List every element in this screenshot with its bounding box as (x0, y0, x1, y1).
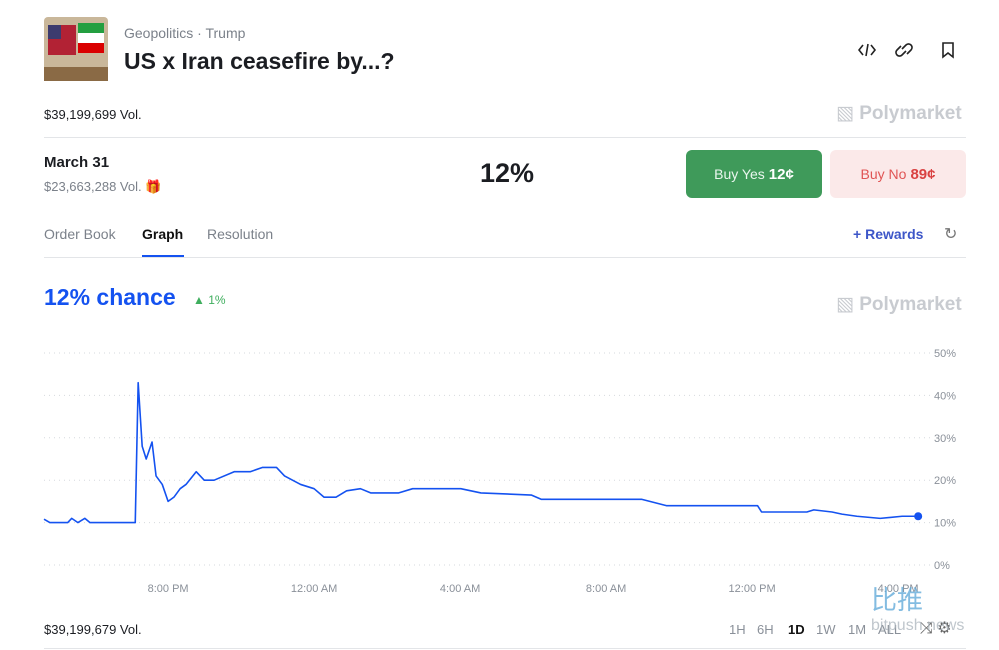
y-tick-label: 30% (934, 433, 956, 445)
total-volume: $39,199,699 Vol. (44, 107, 142, 122)
x-tick-label: 4:00 AM (440, 583, 480, 595)
rewards-link[interactable]: + Rewards (853, 226, 924, 242)
outcome-probability: 12% (480, 158, 535, 188)
outcome-volume: $23,663,288 Vol. (44, 179, 142, 194)
tag[interactable]: Trump (205, 25, 246, 41)
brand: ▧ Polymarket (836, 103, 962, 124)
chart-settings[interactable]: ⤨ ⚙ (920, 620, 952, 637)
y-tick-label: 10% (934, 518, 956, 530)
x-tick-label: 12:00 AM (291, 583, 337, 595)
y-tick-label: 20% (934, 475, 956, 487)
buy-no-label: Buy No (860, 166, 907, 182)
y-tick-label: 40% (934, 390, 956, 402)
range-button[interactable]: ALL (878, 622, 902, 637)
gift-icon[interactable]: 🎁 (145, 179, 162, 194)
range-button[interactable]: 1H (729, 622, 746, 637)
brand-text: Polymarket (859, 103, 962, 124)
range-button[interactable]: 1W (816, 622, 836, 637)
watermark: 比推 bitpush.news (803, 580, 964, 635)
link-icon[interactable] (895, 43, 913, 57)
embed-icon[interactable] (858, 43, 877, 57)
outcome-date: March 31 (44, 154, 110, 171)
x-tick-label: 8:00 AM (586, 583, 626, 595)
footer-volume: $39,199,679 Vol. (44, 622, 142, 637)
change: ▲ 1% (193, 293, 226, 307)
market-title: US x Iran ceasefire by...? (124, 48, 395, 74)
tab-underline (142, 255, 184, 257)
header-icons (858, 42, 954, 59)
refresh-icon[interactable]: ↻ (944, 226, 958, 243)
divider (44, 257, 966, 258)
brand-text: Polymarket (859, 294, 962, 315)
buy-no-price: 89¢ (910, 165, 936, 183)
y-tick-label: 0% (934, 560, 950, 572)
buy-yes-label: Buy Yes (714, 166, 765, 182)
tab[interactable]: Order Book (44, 226, 116, 242)
buy-yes-button[interactable]: Buy Yes 12¢ (686, 150, 822, 198)
x-tick-label: 12:00 PM (729, 583, 776, 595)
range-button[interactable]: 1M (848, 622, 867, 637)
range-button-active[interactable]: 1D (788, 622, 805, 637)
rewards-text: Rewards (865, 226, 924, 242)
buy-no-button[interactable]: Buy No 89¢ (830, 150, 966, 198)
market-image (44, 17, 108, 81)
chart: 0% 10% 20% 30% 40% 50% 8:00 PM 12:00 AM 4:00 AM 8… (43, 348, 956, 595)
x-tick-label: 4:00 PM (878, 583, 919, 595)
buy-yes-price: 12¢ (768, 165, 794, 183)
chance: 12% chance (44, 284, 176, 310)
tab-active[interactable]: Graph (142, 226, 184, 242)
y-tick-label: 50% (934, 348, 956, 360)
brand: ▧ Polymarket (836, 294, 962, 315)
divider (44, 648, 966, 649)
tab[interactable]: Resolution (207, 226, 274, 242)
divider (44, 137, 966, 138)
watermark-site: bitpush.news (871, 617, 965, 634)
line (43, 381, 919, 524)
range-button[interactable]: 6H (757, 622, 774, 637)
x-tick-label: 8:00 PM (148, 583, 189, 595)
category[interactable]: Geopolitics (124, 25, 194, 41)
change-value: 1% (208, 293, 226, 307)
watermark-name: 比推 (871, 585, 924, 615)
end-point (914, 512, 923, 521)
bookmark-icon[interactable] (942, 42, 954, 59)
separator: · (197, 25, 202, 41)
